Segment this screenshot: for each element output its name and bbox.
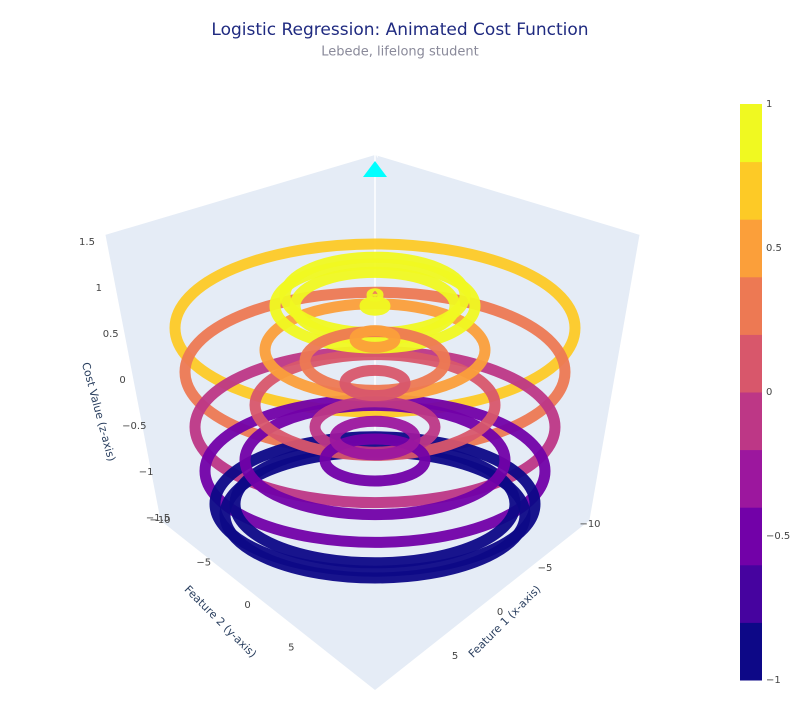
colorbar-tick-label: 0 (766, 387, 772, 398)
chart-title: Logistic Regression: Animated Cost Funct… (211, 20, 588, 40)
surface-ring (329, 415, 421, 461)
y-tick-label: −5 (196, 558, 211, 569)
y-tick-label: 5 (288, 643, 294, 654)
surface-ring (359, 296, 391, 316)
colorbar-tick-label: −0.5 (766, 531, 790, 542)
surface-ring (366, 288, 384, 302)
surface-ring (339, 364, 411, 402)
surface-ring (319, 433, 431, 487)
colorbar-segment (740, 161, 762, 220)
colorbar-segment (740, 334, 762, 393)
y-tick-label: −10 (149, 515, 170, 526)
colorbar-tick-label: 0.5 (766, 243, 782, 254)
z-tick-label: 1 (96, 283, 102, 294)
colorbar-tick-label: −1 (766, 675, 781, 686)
chart-subtitle: Lebede, lifelong student (321, 45, 478, 60)
z-tick-label: −0.5 (122, 421, 146, 432)
y-tick-label: 0 (244, 600, 250, 611)
surface-ring (169, 238, 581, 418)
z-tick-label: 0.5 (103, 329, 119, 340)
x-tick-label: −5 (538, 563, 553, 574)
x-tick-label: −10 (579, 519, 600, 530)
colorbar-segment (740, 449, 762, 508)
z-tick-label: −1.5 (146, 513, 170, 524)
colorbar-segment (740, 564, 762, 623)
z-tick-label: 0 (119, 375, 125, 386)
y-axis-title: Feature 2 (y-axis) (182, 583, 259, 660)
x-tick-label: 5 (452, 651, 458, 662)
surface-ring (349, 325, 401, 353)
colorbar-segment (740, 392, 762, 451)
z-axis-title: Cost Value (z-axis) (79, 361, 118, 463)
z-tick-label: 1.5 (79, 237, 95, 248)
annotation-text: Acme (Peak) (340, 146, 409, 159)
colorbar-segment (740, 276, 762, 335)
surface (169, 238, 581, 584)
surface-ring (229, 439, 521, 569)
surface-ring (289, 266, 461, 346)
x-tick-label: 0 (497, 607, 503, 618)
colorbar-segment (740, 507, 762, 566)
colorbar-tick-label: 1 (766, 99, 772, 110)
colorbar-segment (740, 104, 762, 163)
colorbar-segment (740, 219, 762, 278)
z-tick-label: −1 (139, 467, 154, 478)
annotation-marker (363, 161, 387, 177)
colorbar-segment (740, 622, 762, 681)
